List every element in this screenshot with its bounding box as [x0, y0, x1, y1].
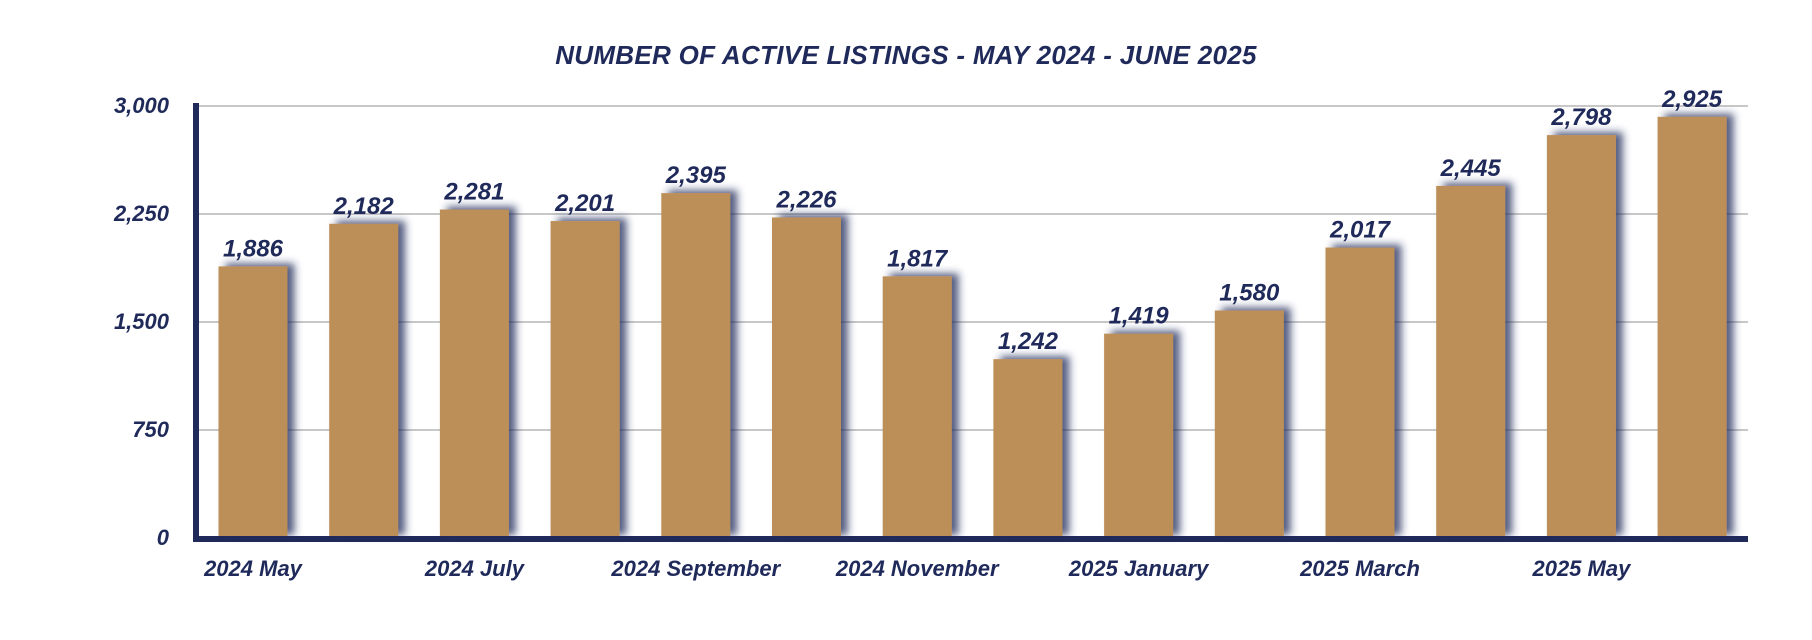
- bar: [439, 209, 509, 538]
- bar: [550, 221, 620, 538]
- bar: [772, 217, 841, 538]
- data-label: 1,817: [887, 245, 949, 272]
- bar: [882, 276, 952, 538]
- data-label: 2,226: [775, 186, 837, 213]
- axes: [193, 103, 1748, 542]
- bar: [1436, 185, 1506, 539]
- bar: [1657, 116, 1727, 539]
- data-label: 2,925: [1661, 86, 1723, 113]
- bar: [218, 266, 288, 538]
- gridlines: [196, 105, 1748, 431]
- y-tick-label: 0: [157, 525, 170, 550]
- data-label: 2,281: [443, 179, 504, 206]
- data-label: 2,017: [1329, 217, 1392, 244]
- data-label: 2,182: [333, 193, 395, 220]
- bar: [1214, 310, 1284, 538]
- y-tick-label: 750: [132, 417, 169, 442]
- chart-title: NUMBER OF ACTIVE LISTINGS - MAY 2024 - J…: [555, 40, 1257, 70]
- x-tick-label: 2024 September: [610, 556, 781, 581]
- y-tick-label: 1,500: [114, 309, 170, 334]
- bar: [1546, 135, 1616, 538]
- y-tick-label: 2,250: [113, 201, 170, 226]
- data-label: 1,886: [223, 235, 284, 262]
- bar: [661, 193, 731, 538]
- data-label: 2,798: [1550, 104, 1612, 131]
- labels: 0 750 1,500 2,250 3,000 1,886 2,182 2,281 2,201 2…: [113, 86, 1723, 581]
- bar: [1325, 247, 1395, 538]
- x-tick-label: 2024 May: [203, 556, 304, 581]
- data-label: 1,242: [998, 328, 1059, 355]
- bar: [993, 359, 1063, 538]
- x-tick-label: 2025 March: [1299, 556, 1420, 581]
- bar: [1104, 333, 1174, 538]
- x-tick-label: 2024 July: [424, 556, 526, 581]
- data-label: 2,201: [554, 190, 615, 217]
- data-label: 2,395: [665, 162, 727, 189]
- y-tick-label: 3,000: [114, 93, 170, 118]
- data-label: 1,580: [1219, 279, 1280, 306]
- x-tick-label: 2025 May: [1531, 556, 1632, 581]
- data-label: 1,419: [1109, 303, 1170, 330]
- x-tick-label: 2025 January: [1068, 556, 1210, 581]
- bar: [329, 223, 399, 539]
- x-tick-label: 2024 November: [835, 556, 1000, 581]
- bars: [218, 116, 1727, 539]
- data-label: 2,445: [1440, 155, 1502, 182]
